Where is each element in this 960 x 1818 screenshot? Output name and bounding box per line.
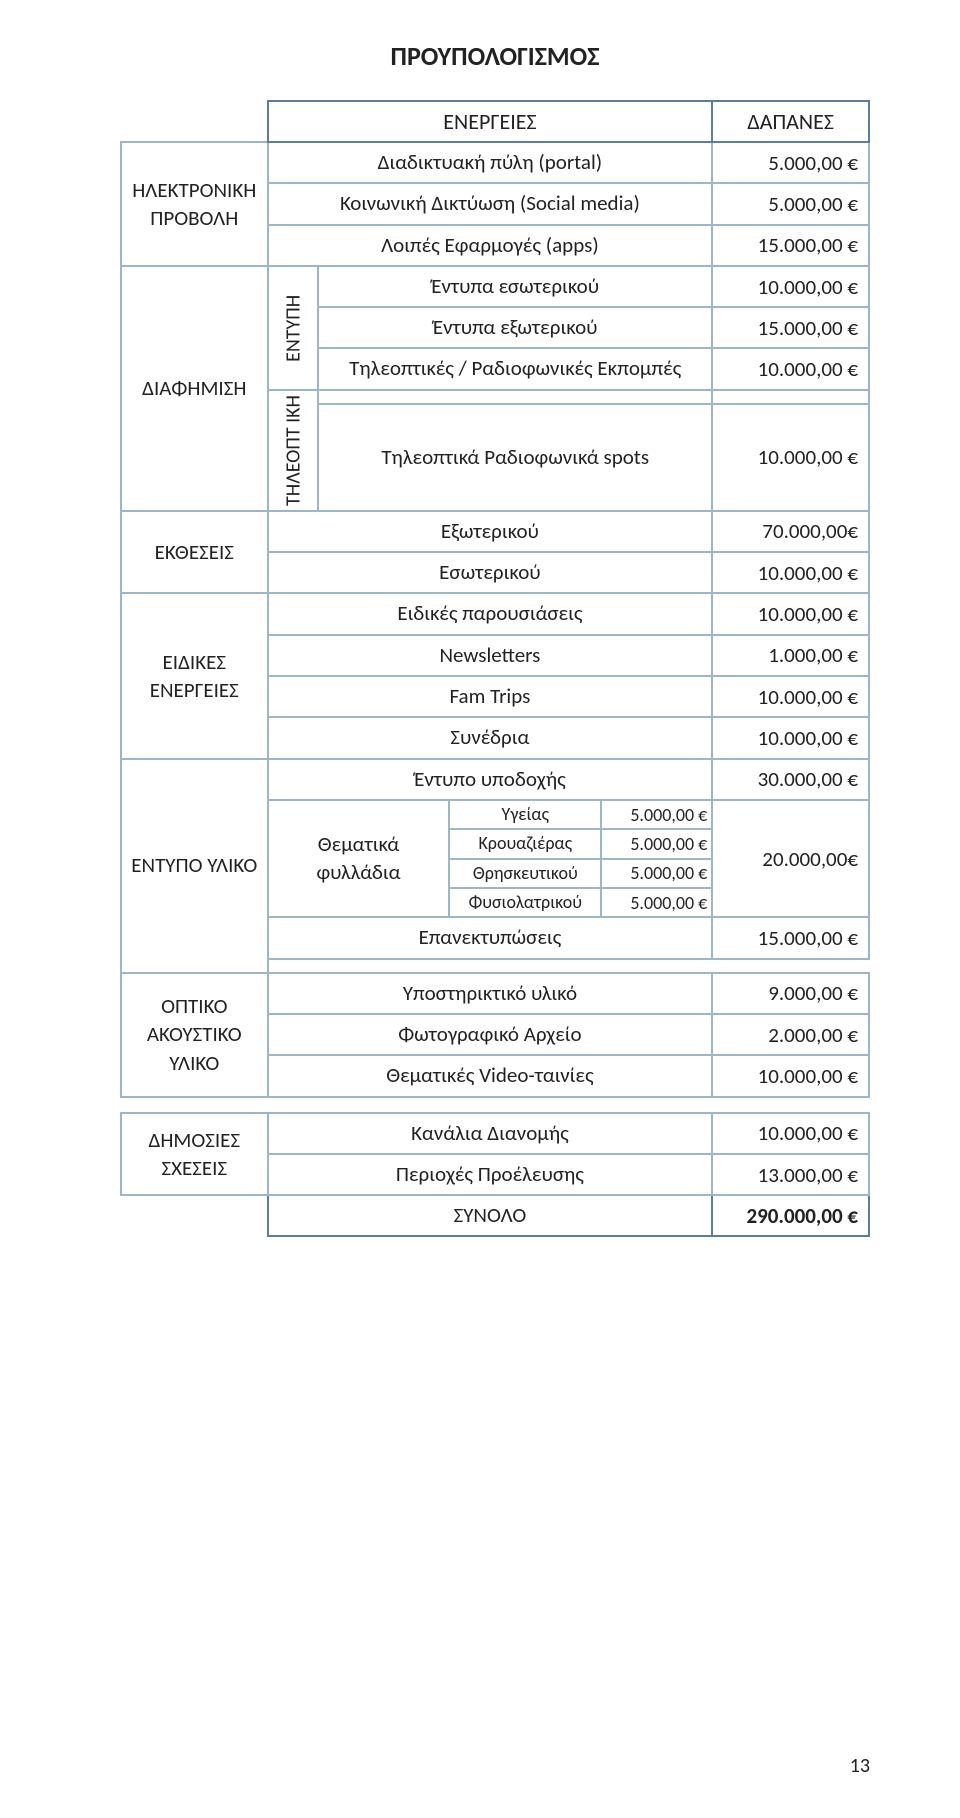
total-label: ΣΥΝΟΛΟ bbox=[268, 1195, 713, 1236]
table-header: ΕΝΕΡΓΕΙΕΣ ΔΑΠΑΝΕΣ bbox=[121, 101, 869, 142]
amount-cell: 15.000,00 € bbox=[712, 917, 869, 958]
table-row: ΔΗΜΟΣΙΕΣ ΣΧΕΣΕΙΣ Κανάλια Διανομής 10.000… bbox=[121, 1113, 869, 1154]
category-cell: ΔΙΑΦΗΜΙΣΗ bbox=[121, 266, 268, 511]
category-cell: ΕΚΘΕΣΕΙΣ bbox=[121, 511, 268, 594]
desc-cell: Fam Trips bbox=[268, 676, 713, 717]
budget-table: ΕΝΕΡΓΕΙΕΣ ΔΑΠΑΝΕΣ ΗΛΕΚΤΡΟΝΙΚΗ ΠΡΟΒΟΛΗ Δι… bbox=[120, 100, 870, 1237]
amount-cell: 10.000,00 € bbox=[712, 404, 869, 511]
header-col2: ΔΑΠΑΝΕΣ bbox=[712, 101, 869, 142]
amount-cell: 5.000,00 € bbox=[601, 800, 712, 829]
total-amount: 290.000,00 € bbox=[712, 1195, 869, 1236]
amount-cell: 15.000,00 € bbox=[712, 225, 869, 266]
amount-cell: 2.000,00 € bbox=[712, 1014, 869, 1055]
amount-cell: 70.000,00€ bbox=[712, 511, 869, 552]
amount-cell: 5.000,00 € bbox=[712, 142, 869, 183]
amount-cell: 13.000,00 € bbox=[712, 1154, 869, 1195]
amount-cell: 10.000,00 € bbox=[712, 266, 869, 307]
desc-cell: Θρησκευτικού bbox=[449, 859, 601, 888]
desc-cell: Φυσιολατρικού bbox=[449, 888, 601, 917]
table-row: ΕΙΔΙΚΕΣ ΕΝΕΡΓΕΙΕΣ Ειδικές παρουσιάσεις 1… bbox=[121, 593, 869, 634]
amount-cell: 30.000,00 € bbox=[712, 759, 869, 800]
category-cell: ΔΗΜΟΣΙΕΣ ΣΧΕΣΕΙΣ bbox=[121, 1113, 268, 1196]
table-row: ΣΥΝΟΛΟ 290.000,00 € bbox=[121, 1195, 869, 1236]
table-row: ΗΛΕΚΤΡΟΝΙΚΗ ΠΡΟΒΟΛΗ Διαδικτυακή πύλη (po… bbox=[121, 142, 869, 183]
desc-cell: Επανεκτυπώσεις bbox=[268, 917, 713, 958]
desc-cell: Λοιπές Εφαρμογές (apps) bbox=[268, 225, 713, 266]
amount-cell: 1.000,00 € bbox=[712, 635, 869, 676]
desc-cell: Κανάλια Διανομής bbox=[268, 1113, 713, 1154]
desc-cell: Υποστηρικτικό υλικό bbox=[268, 973, 713, 1014]
category-cell: ΗΛΕΚΤΡΟΝΙΚΗ ΠΡΟΒΟΛΗ bbox=[121, 142, 268, 266]
desc-cell: Συνέδρια bbox=[268, 717, 713, 758]
amount-cell: 10.000,00 € bbox=[712, 1055, 869, 1096]
desc-cell: Τηλεοπτικές / Ραδιοφωνικές Εκπομπές bbox=[318, 348, 712, 389]
amount-cell: 5.000,00 € bbox=[712, 183, 869, 224]
page-number: 13 bbox=[850, 1754, 870, 1778]
amount-cell: 5.000,00 € bbox=[601, 859, 712, 888]
subcat-rotated: ΕΝΤΥΠΗ bbox=[268, 266, 319, 390]
amount-cell: 10.000,00 € bbox=[712, 552, 869, 593]
subcat-cell: Θεματικά φυλλάδια bbox=[268, 800, 450, 918]
desc-cell: Έντυπα εξωτερικού bbox=[318, 307, 712, 348]
page-title: ΠΡΟΥΠΟΛΟΓΙΣΜΟΣ bbox=[120, 40, 870, 72]
amount-cell: 10.000,00 € bbox=[712, 348, 869, 389]
amount-cell: 10.000,00 € bbox=[712, 676, 869, 717]
amount-cell: 10.000,00 € bbox=[712, 1113, 869, 1154]
desc-cell: Εξωτερικού bbox=[268, 511, 713, 552]
desc-cell: Ειδικές παρουσιάσεις bbox=[268, 593, 713, 634]
amount-cell: 5.000,00 € bbox=[601, 829, 712, 858]
desc-cell: Υγείας bbox=[449, 800, 601, 829]
desc-cell: Εσωτερικού bbox=[268, 552, 713, 593]
table-row: ΕΚΘΕΣΕΙΣ Εξωτερικού 70.000,00€ bbox=[121, 511, 869, 552]
desc-cell: Θεματικές Video-ταινίες bbox=[268, 1055, 713, 1096]
desc-cell: Περιοχές Προέλευσης bbox=[268, 1154, 713, 1195]
desc-cell: Κρουαζιέρας bbox=[449, 829, 601, 858]
amount-cell: 20.000,00€ bbox=[712, 800, 869, 918]
desc-cell: Έντυπα εσωτερικού bbox=[318, 266, 712, 307]
table-row: ΟΠΤΙΚΟ ΑΚΟΥΣΤΙΚΟ ΥΛΙΚΟ Υποστηρικτικό υλι… bbox=[121, 973, 869, 1014]
category-cell: ΕΝΤΥΠΟ ΥΛΙΚΟ bbox=[121, 759, 268, 973]
desc-cell: Διαδικτυακή πύλη (portal) bbox=[268, 142, 713, 183]
desc-cell: Newsletters bbox=[268, 635, 713, 676]
category-cell: ΕΙΔΙΚΕΣ ΕΝΕΡΓΕΙΕΣ bbox=[121, 593, 268, 758]
desc-cell: Κοινωνική Δικτύωση (Social media) bbox=[268, 183, 713, 224]
amount-cell: 5.000,00 € bbox=[601, 888, 712, 917]
category-cell: ΟΠΤΙΚΟ ΑΚΟΥΣΤΙΚΟ ΥΛΙΚΟ bbox=[121, 973, 268, 1097]
desc-cell: Τηλεοπτικά Ραδιοφωνικά spots bbox=[318, 404, 712, 511]
subcat-rotated: ΤΗΛΕΟΠΤ ΙΚΗ bbox=[268, 390, 319, 511]
amount-cell: 10.000,00 € bbox=[712, 717, 869, 758]
desc-cell: Φωτογραφικό Αρχείο bbox=[268, 1014, 713, 1055]
amount-cell: 10.000,00 € bbox=[712, 593, 869, 634]
table-row: ΕΝΤΥΠΟ ΥΛΙΚΟ Έντυπο υποδοχής 30.000,00 € bbox=[121, 759, 869, 800]
desc-cell: Έντυπο υποδοχής bbox=[268, 759, 713, 800]
table-row: ΔΙΑΦΗΜΙΣΗ ΕΝΤΥΠΗ Έντυπα εσωτερικού 10.00… bbox=[121, 266, 869, 307]
amount-cell: 9.000,00 € bbox=[712, 973, 869, 1014]
header-col1: ΕΝΕΡΓΕΙΕΣ bbox=[268, 101, 713, 142]
table-row bbox=[121, 1097, 869, 1113]
amount-cell: 15.000,00 € bbox=[712, 307, 869, 348]
